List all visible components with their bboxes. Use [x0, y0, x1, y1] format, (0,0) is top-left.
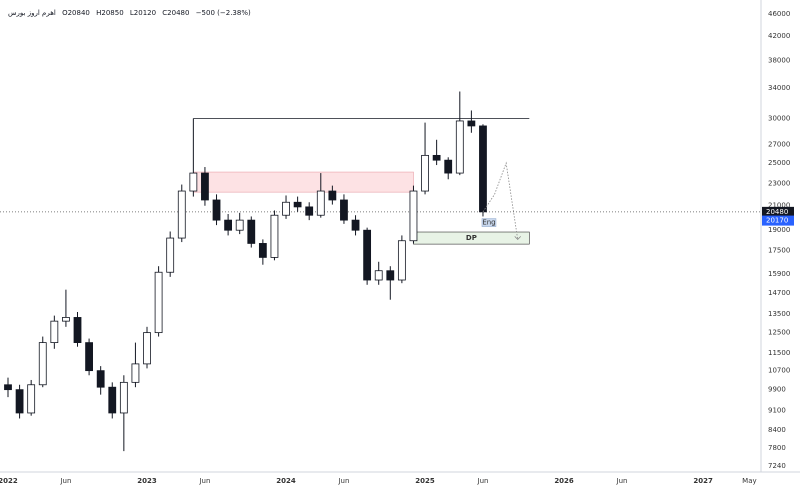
y-tick-label: 30000 [768, 114, 790, 122]
candle-body [96, 370, 105, 388]
y-tick-label: 11500 [768, 349, 790, 357]
supply-zone [193, 171, 414, 193]
eng-box [481, 218, 497, 227]
x-tick-label: May [742, 477, 756, 485]
candle-body [455, 120, 464, 174]
candle-body [270, 214, 279, 258]
y-tick-label: 13500 [768, 310, 790, 318]
x-tick-label: Jun [477, 477, 489, 485]
last-price-box [762, 206, 794, 217]
x-tick-label: 2025 [415, 477, 435, 485]
candle-body [224, 219, 233, 231]
y-tick-label: 9900 [768, 386, 786, 394]
candle-body [154, 271, 163, 334]
marker-price-box [762, 215, 794, 226]
x-tick-label: 2024 [276, 477, 296, 485]
candle-body [363, 229, 372, 281]
y-tick-label: 7240 [768, 462, 786, 470]
symbol-name: اهرم اروز بورس [8, 9, 56, 17]
y-tick-label: 15900 [768, 270, 790, 278]
candle-body [409, 190, 418, 242]
x-tick-label: Jun [59, 477, 71, 485]
candle-body [397, 240, 406, 281]
candle-body [85, 342, 93, 372]
candle-body [119, 381, 128, 414]
y-tick-label: 42000 [768, 32, 790, 40]
candle-body [4, 384, 12, 391]
y-tick-label: 10700 [768, 367, 790, 375]
candle-body [444, 159, 453, 174]
ohlc-low: L20120 [129, 9, 157, 17]
x-tick-label: Jun [198, 477, 210, 485]
candle-body [258, 243, 267, 258]
candle-body [15, 389, 24, 414]
ohlc-change: −500 (−2.38%) [195, 9, 251, 17]
x-tick-label: Jun [616, 477, 628, 485]
ohlc-close: C20480 [162, 9, 190, 17]
candle-body [212, 199, 221, 221]
candle-body [131, 363, 140, 383]
x-tick-label: 2023 [137, 477, 157, 485]
candle-body [328, 190, 337, 201]
y-tick-label: 25000 [768, 159, 790, 167]
dp-label: DP [466, 234, 477, 242]
candle-body [479, 125, 487, 213]
y-tick-label: 38000 [768, 57, 790, 65]
candle-body [247, 219, 256, 244]
projection-path [482, 161, 519, 240]
candle-body [166, 237, 175, 273]
candle-body [73, 317, 82, 344]
candle-body [282, 201, 290, 216]
y-tick-label: 12500 [768, 329, 790, 337]
candle-body [374, 270, 383, 281]
x-tick-label: 2026 [554, 477, 574, 485]
y-tick-label: 14700 [768, 289, 790, 297]
x-tick-label: 2022 [0, 477, 18, 485]
candle-body [189, 172, 198, 192]
candle-body [62, 317, 70, 322]
y-tick-label: 17500 [768, 246, 790, 254]
y-tick-label: 21000 [768, 202, 790, 210]
marker-price-label: 20170 [766, 217, 788, 225]
header: اهرم اروز بورس O20840 H20850 L20120 C204… [8, 9, 255, 17]
y-tick-label: 34000 [768, 84, 790, 92]
candle-body [305, 206, 314, 216]
candle-body [201, 172, 209, 201]
candle-body [108, 386, 117, 414]
candle-body [340, 199, 348, 221]
last-price-label: 20480 [766, 208, 788, 216]
candle-body [386, 270, 395, 281]
x-tick-label: Jun [337, 477, 349, 485]
candle-body [38, 342, 47, 386]
candle-body [421, 154, 429, 192]
y-tick-label: 19000 [768, 226, 790, 234]
ohlc-high: H20850 [96, 9, 124, 17]
candle-body [351, 219, 360, 231]
eng-label: Eng [482, 219, 495, 227]
y-tick-label: 27000 [768, 140, 790, 148]
y-tick-label: 9100 [768, 406, 786, 414]
candle-body [467, 120, 476, 127]
ohlc-open: O20840 [62, 9, 90, 17]
candle-body [177, 190, 186, 239]
y-tick-label: 8400 [768, 426, 786, 434]
candle-body [235, 219, 244, 231]
candle-body [50, 320, 59, 344]
y-tick-label: 23000 [768, 179, 790, 187]
candle-body [432, 154, 441, 161]
y-tick-label: 7800 [768, 444, 786, 452]
projection-arrow [514, 236, 522, 240]
candle-body [293, 201, 302, 208]
candle-body [143, 332, 151, 365]
candle-body [316, 190, 325, 216]
x-tick-label: 2027 [693, 477, 713, 485]
y-tick-label: 46000 [768, 10, 790, 18]
candle-body [27, 384, 36, 414]
